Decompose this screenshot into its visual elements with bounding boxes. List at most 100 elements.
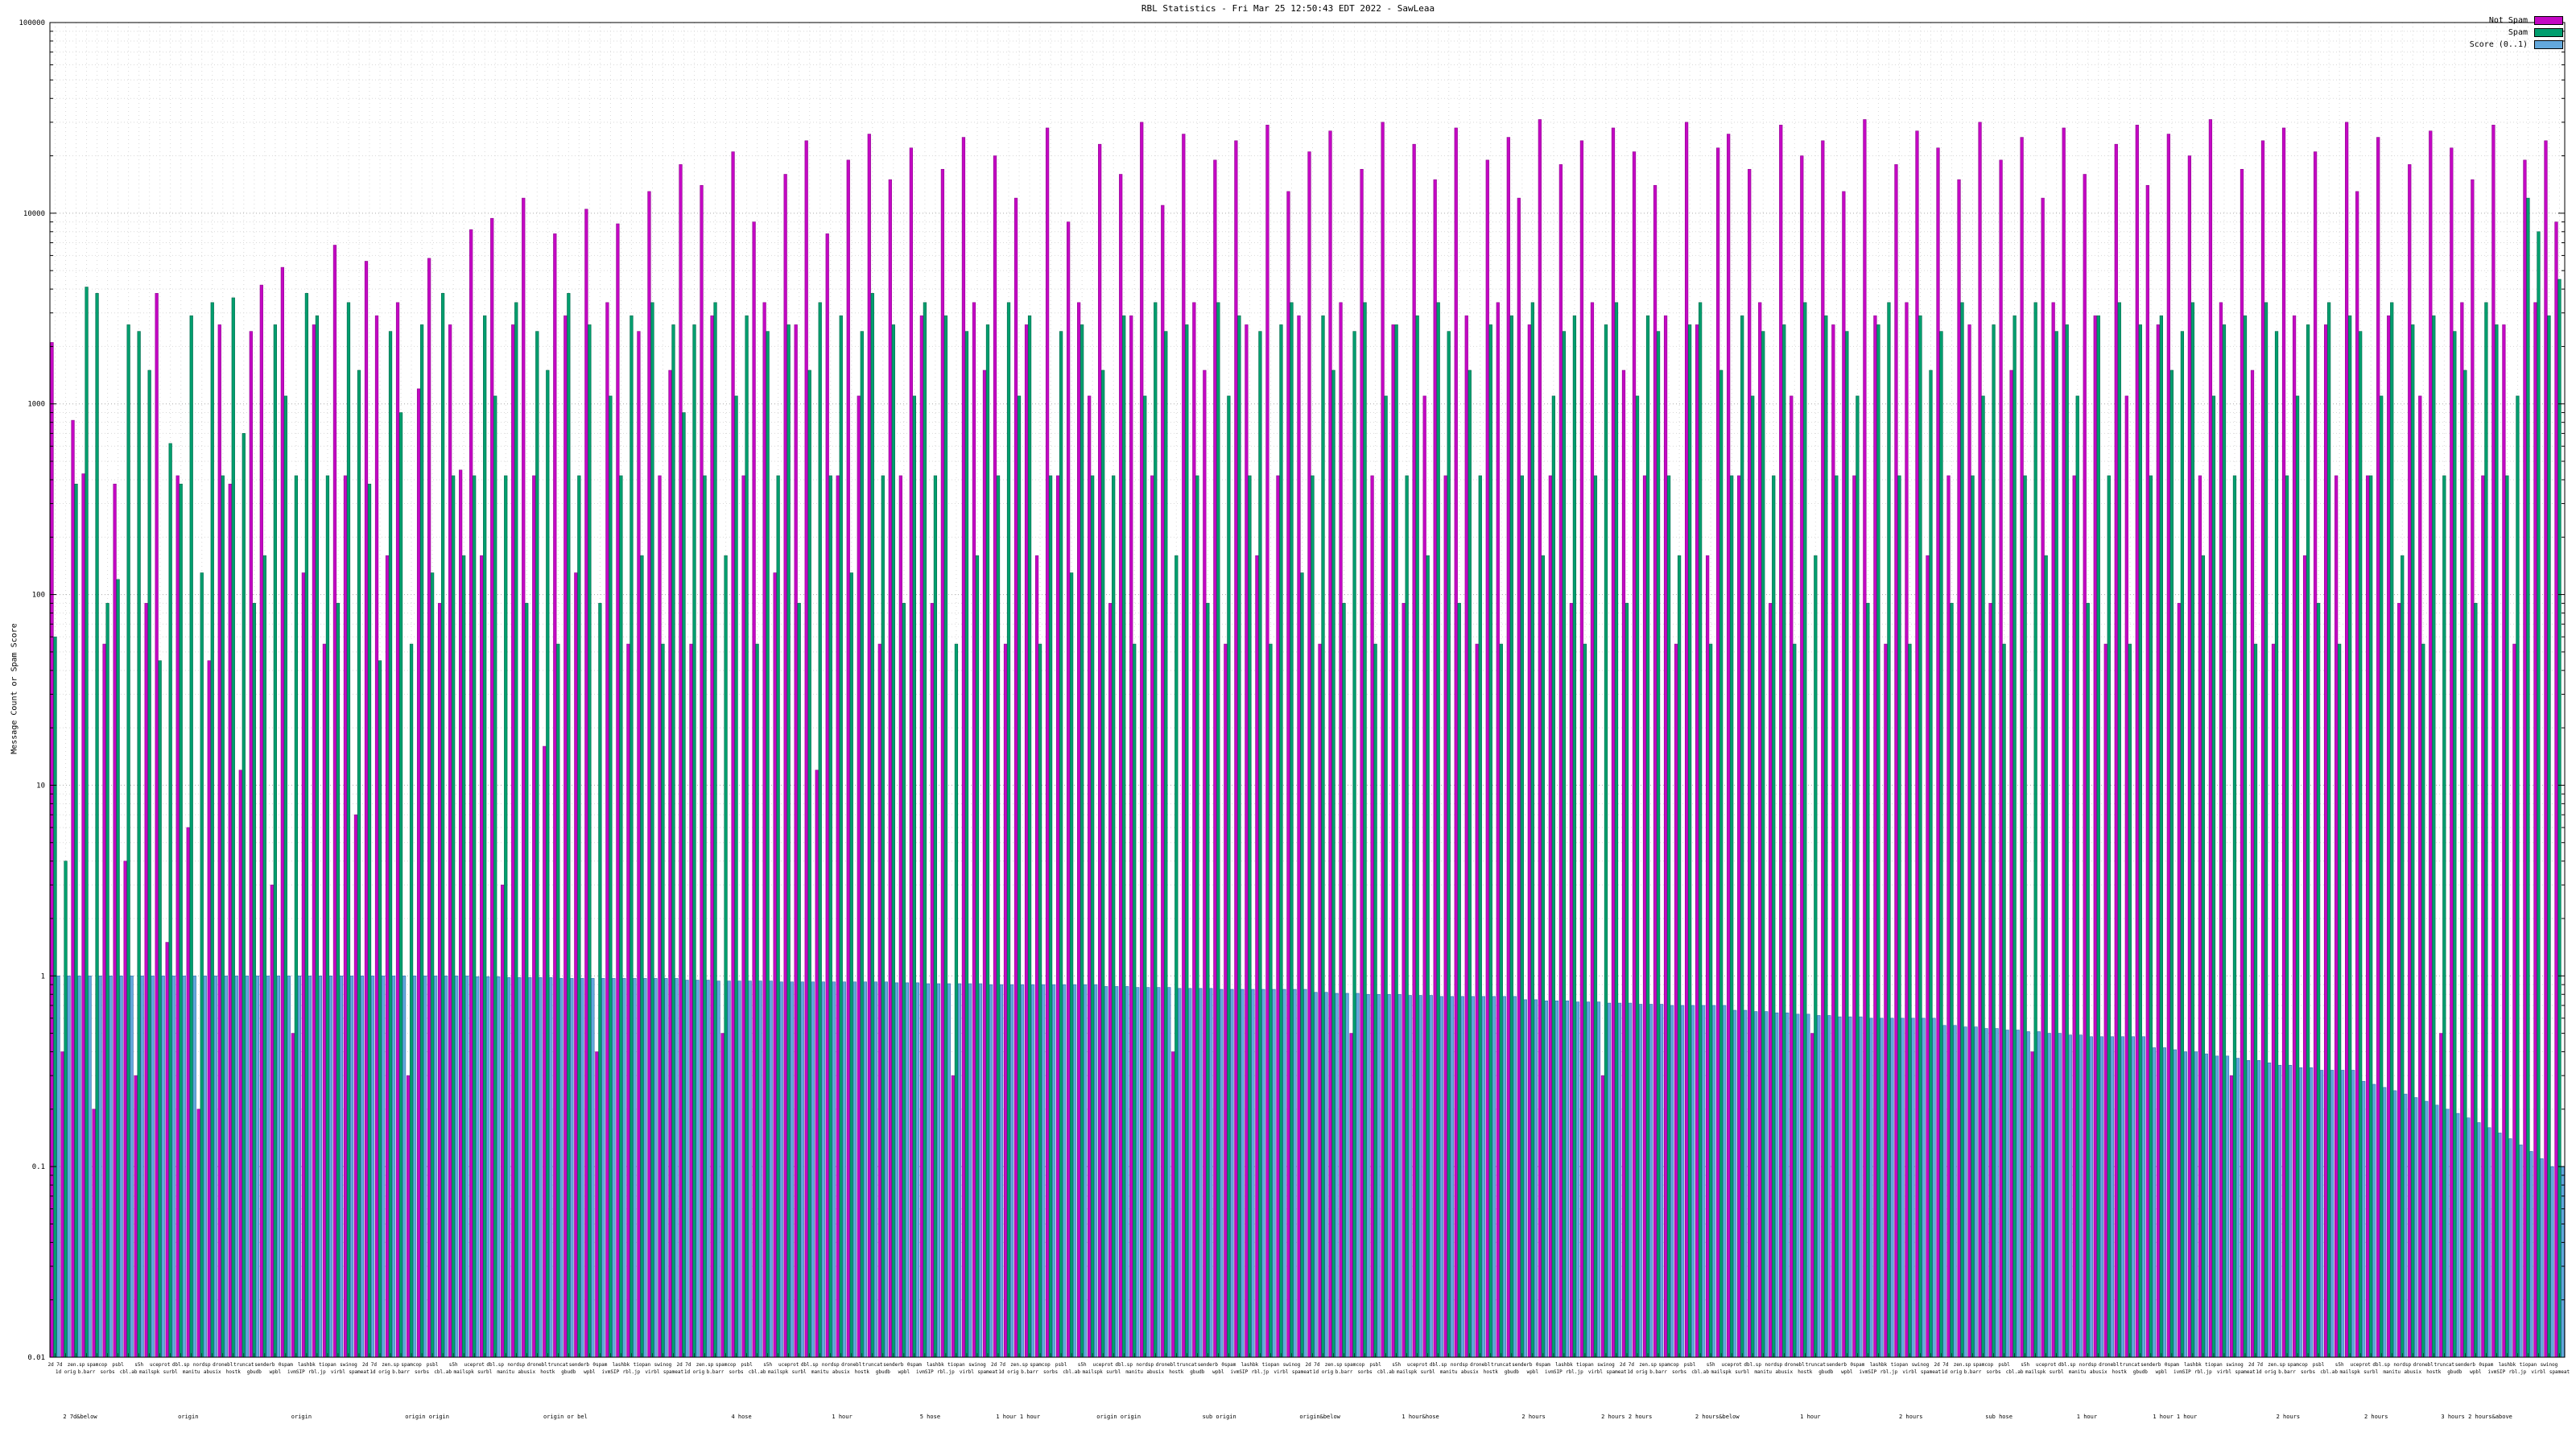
legend-swatch-spam-icon [2534, 28, 2563, 37]
svg-text:dbl.sp: dbl.sp [2372, 1362, 2390, 1368]
svg-text:mailspk: mailspk [454, 1369, 475, 1375]
svg-text:psbl: psbl [741, 1362, 753, 1368]
svg-text:zen.sp: zen.sp [68, 1362, 85, 1368]
svg-text:surbl: surbl [477, 1369, 492, 1375]
svg-text:abusix: abusix [518, 1369, 535, 1375]
svg-text:uceprot: uceprot [2351, 1362, 2372, 1368]
svg-text:b.barr: b.barr [1021, 1369, 1038, 1375]
svg-text:psbl: psbl [1369, 1362, 1381, 1368]
svg-text:hostk: hostk [1798, 1369, 1812, 1375]
svg-text:sorbs: sorbs [2301, 1369, 2315, 1375]
svg-text:2d 7d: 2d 7d [47, 1362, 62, 1368]
svg-text:gbudb: gbudb [1505, 1369, 1519, 1375]
svg-text:b.barr: b.barr [2278, 1369, 2296, 1375]
svg-text:senderb: senderb [2140, 1362, 2161, 1368]
svg-text:manitu: manitu [2383, 1369, 2401, 1375]
svg-text:truncat: truncat [1177, 1362, 1198, 1368]
svg-text:psbl: psbl [2313, 1362, 2325, 1368]
svg-text:swinog: swinog [340, 1362, 357, 1368]
svg-text:s5h: s5h [1078, 1362, 1087, 1368]
svg-text:2d 7d: 2d 7d [362, 1362, 377, 1368]
svg-text:hostk: hostk [2112, 1369, 2127, 1375]
svg-text:mailspk: mailspk [768, 1369, 789, 1375]
svg-text:cbl.ab: cbl.ab [2006, 1369, 2024, 1375]
svg-text:mailspk: mailspk [1711, 1369, 1732, 1375]
svg-text:spamcop: spamcop [2287, 1362, 2308, 1368]
svg-text:origin origin: origin origin [1096, 1414, 1141, 1420]
svg-text:spameat: spameat [2235, 1369, 2256, 1375]
svg-text:1 hour: 1 hour [2077, 1414, 2097, 1420]
svg-text:manitu: manitu [1125, 1369, 1143, 1375]
svg-text:psbl: psbl [427, 1362, 439, 1368]
svg-text:senderb: senderb [883, 1362, 904, 1368]
svg-text:manitu: manitu [183, 1369, 200, 1375]
legend-label-not-spam: Not Spam [2488, 16, 2528, 25]
svg-text:wpbl: wpbl [1841, 1369, 1853, 1375]
svg-text:truncat: truncat [1491, 1362, 1512, 1368]
svg-text:tiopan: tiopan [319, 1362, 336, 1368]
svg-text:spamcop: spamcop [87, 1362, 108, 1368]
svg-text:surbl: surbl [792, 1369, 807, 1375]
svg-text:2 hours 2 hours: 2 hours 2 hours [1601, 1414, 1652, 1420]
svg-text:ivmSIP: ivmSIP [2174, 1369, 2191, 1375]
svg-text:rbl.jp: rbl.jp [1566, 1369, 1583, 1375]
svg-text:1d orig: 1d orig [998, 1369, 1019, 1375]
svg-text:b.barr: b.barr [392, 1369, 410, 1375]
svg-text:dbl.sp: dbl.sp [1430, 1362, 1447, 1368]
svg-text:spamcop: spamcop [716, 1362, 737, 1368]
chart-legend: Not Spam Spam Score (0..1) [2470, 16, 2563, 49]
svg-text:0spam: 0spam [1850, 1362, 1864, 1368]
svg-text:lashbk: lashbk [298, 1362, 316, 1368]
svg-text:3 hours 2 hours&above: 3 hours 2 hours&above [2441, 1414, 2512, 1420]
svg-text:gbudb: gbudb [247, 1369, 262, 1375]
svg-text:1000: 1000 [27, 401, 45, 409]
svg-text:sorbs: sorbs [101, 1369, 115, 1375]
svg-text:sorbs: sorbs [1043, 1369, 1058, 1375]
svg-text:10000: 10000 [23, 210, 45, 218]
svg-text:tiopan: tiopan [1576, 1362, 1594, 1368]
svg-text:nordsp: nordsp [507, 1362, 525, 1368]
svg-text:manitu: manitu [2069, 1369, 2087, 1375]
svg-text:gbudb: gbudb [561, 1369, 576, 1375]
svg-text:cbl.ab: cbl.ab [2320, 1369, 2338, 1375]
svg-text:5 hose: 5 hose [920, 1414, 940, 1420]
svg-text:gbudb: gbudb [2133, 1369, 2148, 1375]
svg-text:truncat: truncat [2434, 1362, 2455, 1368]
svg-text:hostk: hostk [226, 1369, 241, 1375]
svg-text:nordsp: nordsp [2393, 1362, 2411, 1368]
svg-text:ivmSIP: ivmSIP [1545, 1369, 1563, 1375]
svg-text:2d 7d: 2d 7d [1934, 1362, 1948, 1368]
svg-text:spameat: spameat [1606, 1369, 1627, 1375]
svg-text:1: 1 [41, 972, 45, 980]
svg-text:origin: origin [178, 1414, 198, 1420]
svg-text:2d 7d: 2d 7d [991, 1362, 1005, 1368]
svg-text:hostk: hostk [855, 1369, 869, 1375]
svg-text:gbudb: gbudb [876, 1369, 890, 1375]
svg-text:surbl: surbl [1421, 1369, 1435, 1375]
svg-text:swinog: swinog [1597, 1362, 1615, 1368]
svg-text:dbl.sp: dbl.sp [172, 1362, 190, 1368]
svg-text:abusix: abusix [1775, 1369, 1793, 1375]
svg-text:virbl: virbl [2531, 1369, 2545, 1375]
svg-text:b.barr: b.barr [1964, 1369, 1982, 1375]
svg-text:abusix: abusix [204, 1369, 221, 1375]
svg-text:wpbl: wpbl [1212, 1369, 1224, 1375]
svg-text:nordsp: nordsp [193, 1362, 211, 1368]
svg-text:swinog: swinog [2226, 1362, 2244, 1368]
legend-row-not-spam: Not Spam [2489, 16, 2563, 25]
svg-text:2 hours: 2 hours [2364, 1414, 2388, 1420]
svg-text:sorbs: sorbs [415, 1369, 429, 1375]
svg-text:1d orig: 1d orig [369, 1369, 390, 1375]
svg-text:senderb: senderb [1512, 1362, 1533, 1368]
svg-text:mailspk: mailspk [1397, 1369, 1418, 1375]
svg-text:manitu: manitu [811, 1369, 829, 1375]
svg-text:nordsp: nordsp [1136, 1362, 1154, 1368]
svg-text:origin&below: origin&below [1299, 1414, 1340, 1420]
svg-text:psbl: psbl [1055, 1362, 1067, 1368]
svg-text:rbl.jp: rbl.jp [1252, 1369, 1269, 1375]
svg-text:zen.sp: zen.sp [2268, 1362, 2285, 1368]
svg-text:surbl: surbl [1735, 1369, 1749, 1375]
svg-text:uceprot: uceprot [778, 1362, 799, 1368]
svg-text:lashbk: lashbk [2499, 1362, 2516, 1368]
